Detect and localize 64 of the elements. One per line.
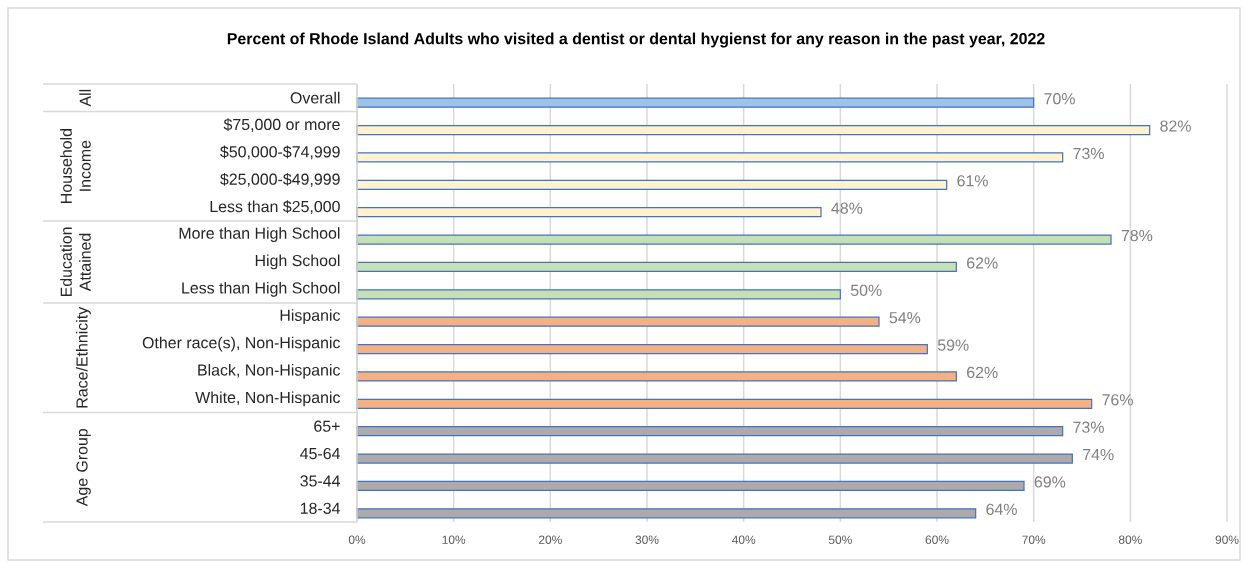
y-tick-label: White, Non-Hispanic (195, 391, 341, 407)
x-tick-label: 0% (348, 535, 366, 544)
y-tick-label: 45-64 (300, 447, 340, 460)
data-label: 61% (957, 175, 988, 187)
bar (356, 97, 1035, 108)
bar (356, 234, 1112, 245)
y-tick-label: High School (255, 254, 340, 270)
x-tick-label: 70% (1022, 535, 1046, 544)
data-label: 76% (1102, 394, 1133, 406)
bar (356, 398, 1093, 409)
bar (356, 124, 1151, 136)
y-tick-label: Less than $25,000 (210, 200, 340, 215)
y-tick-label: Hispanic (280, 309, 341, 325)
text: Race/Ethnicity (75, 306, 91, 408)
bar (356, 316, 880, 327)
y-tick-label: 18-34 (300, 502, 340, 514)
data-label: 73% (1073, 147, 1104, 160)
bar (356, 261, 957, 273)
bar (356, 152, 1064, 163)
x-tick-label: 10% (442, 535, 466, 544)
bar (356, 426, 1064, 437)
x-tick-label: 50% (828, 535, 852, 544)
x-tick-label: 60% (925, 535, 949, 544)
y-tick-label: $50,000-$74,999 (220, 145, 340, 160)
bar (356, 453, 1073, 464)
text: Age Group (76, 428, 91, 507)
y-tick-label: 65+ (314, 420, 340, 432)
chart-title: Percent of Rhode Island Adults who visited a dentist or dental hygienst for any reason in the past year, 2022 (227, 32, 1045, 48)
x-tick-label: 20% (538, 535, 562, 544)
text: Household Income (60, 129, 91, 203)
data-label: 62% (967, 366, 998, 379)
y-tick-label: $75,000 or more (223, 118, 340, 132)
data-label: 62% (967, 257, 998, 269)
data-label: 73% (1073, 421, 1104, 433)
data-label: 50% (850, 284, 882, 296)
y-tick-label: 35-44 (300, 475, 340, 487)
data-label: 78% (1121, 229, 1153, 242)
y-tick-label: Black, Non-Hispanic (198, 364, 341, 379)
bar (356, 508, 977, 519)
data-label: 64% (986, 503, 1017, 515)
y-tick-label: Less than High School (182, 281, 340, 297)
text: All (79, 89, 91, 107)
x-tick-label: 40% (731, 535, 756, 544)
data-label: 82% (1160, 120, 1191, 132)
text: Education Attained (60, 227, 91, 297)
data-label: 54% (889, 312, 921, 324)
bar (356, 343, 928, 355)
x-tick-label: 90% (1215, 535, 1239, 544)
bar (356, 207, 822, 218)
data-label: 69% (1034, 476, 1066, 488)
data-label: 74% (1083, 448, 1114, 461)
bar (356, 480, 1025, 492)
y-tick-label: More than High School (179, 227, 340, 242)
x-tick-label: 80% (1118, 535, 1142, 544)
y-tick-label: Overall (290, 91, 340, 104)
x-tick-label: 30% (635, 535, 659, 544)
data-label: 48% (831, 202, 863, 214)
y-tick-label: Other race(s), Non-Hispanic (142, 336, 341, 352)
bar (356, 371, 957, 382)
bar (356, 179, 948, 190)
y-tick-label: $25,000-$49,999 (220, 172, 340, 187)
bar (356, 289, 841, 300)
data-label: 70% (1044, 93, 1075, 105)
data-label: 59% (937, 339, 969, 351)
